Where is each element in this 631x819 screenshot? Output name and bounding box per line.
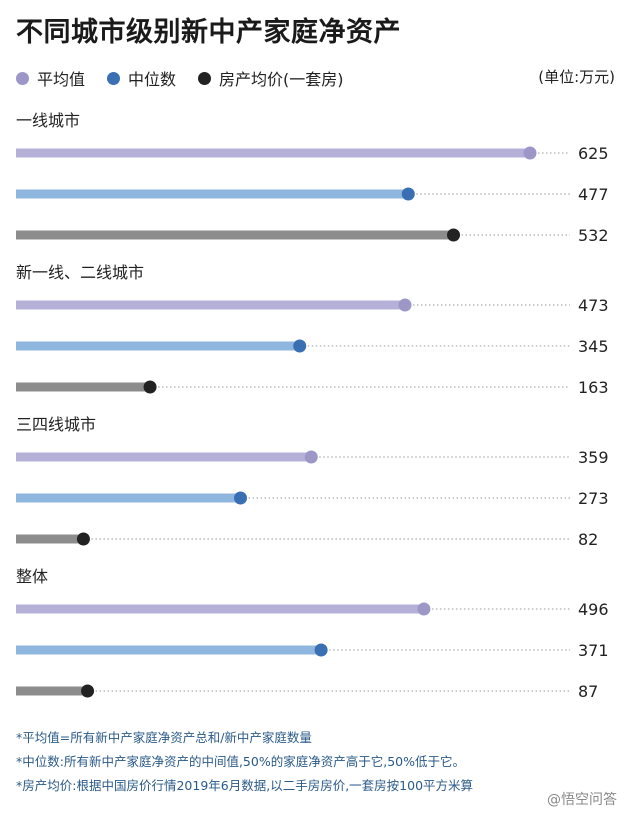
value-label: 625 <box>578 144 609 163</box>
chart-title: 不同城市级别新中产家庭净资产 <box>16 17 401 48</box>
bar-chart: 一线城市 625 477 532 新一线、二线城市 473 345 163 三四线城市 359 27… <box>16 111 609 701</box>
bar-house-price <box>16 534 84 544</box>
bar-mean <box>16 148 530 158</box>
value-label: 82 <box>578 530 598 549</box>
footnote-mean: *平均值=所有新中产家庭净资产总和/新中产家庭数量 <box>16 730 312 745</box>
unit-label: (单位:万元) <box>538 68 615 86</box>
bar-mean <box>16 452 312 462</box>
value-label: 532 <box>578 226 609 245</box>
bar-median <box>16 341 300 351</box>
dot-mean <box>304 450 318 464</box>
dot-house-price <box>143 380 157 394</box>
value-label: 371 <box>578 641 609 660</box>
legend-item-median: 中位数 <box>107 66 176 90</box>
dot-mean <box>417 602 431 616</box>
legend: 平均值 中位数 房产均价(一套房) <box>16 66 344 90</box>
legend-item-mean: 平均值 <box>16 66 85 90</box>
legend-dot-house-price <box>198 71 212 85</box>
group-label: 整体 <box>16 567 48 586</box>
bar-mean <box>16 604 424 614</box>
footnotes: *平均值=所有新中产家庭净资产总和/新中产家庭数量 *中位数:所有新中产家庭净资… <box>16 726 473 798</box>
group-label: 新一线、二线城市 <box>16 263 144 282</box>
bar-median <box>16 493 241 503</box>
value-label: 163 <box>578 378 609 397</box>
legend-label-median: 中位数 <box>128 70 177 89</box>
bar-mean <box>16 300 405 310</box>
dot-mean <box>398 298 412 312</box>
dot-house-price <box>447 228 461 242</box>
dot-house-price <box>81 684 95 698</box>
group-label: 一线城市 <box>16 111 80 130</box>
legend-dot-mean <box>16 71 29 85</box>
watermark: @悟空问答 <box>547 792 617 808</box>
legend-dot-median <box>107 71 121 85</box>
value-label: 87 <box>578 682 598 701</box>
footnote-house-price: *房产均价:根据中国房价行情2019年6月数据,以二手房房价,一套房按100平方… <box>16 778 474 793</box>
value-label: 345 <box>578 337 609 356</box>
value-label: 473 <box>578 296 609 315</box>
footnote-median: *中位数:所有新中产家庭净资产的中间值,50%的家庭净资产高于它,50%低于它。 <box>16 754 465 769</box>
value-label: 496 <box>578 600 609 619</box>
value-label: 273 <box>578 489 609 508</box>
bar-house-price <box>16 686 88 696</box>
bar-median <box>16 189 409 199</box>
legend-label-mean: 平均值 <box>37 70 86 89</box>
value-label: 477 <box>578 185 609 204</box>
dot-house-price <box>76 532 90 546</box>
value-label: 359 <box>578 448 609 467</box>
dot-median <box>314 643 328 657</box>
dot-median <box>401 187 415 201</box>
bar-median <box>16 645 322 655</box>
bar-house-price <box>16 382 151 392</box>
group-label: 三四线城市 <box>16 415 96 434</box>
legend-label-house-price: 房产均价(一套房) <box>219 70 344 89</box>
dot-mean <box>523 146 537 160</box>
dot-median <box>234 491 248 505</box>
legend-item-house-price: 房产均价(一套房) <box>198 66 344 90</box>
dot-median <box>293 339 307 353</box>
bar-house-price <box>16 230 454 240</box>
